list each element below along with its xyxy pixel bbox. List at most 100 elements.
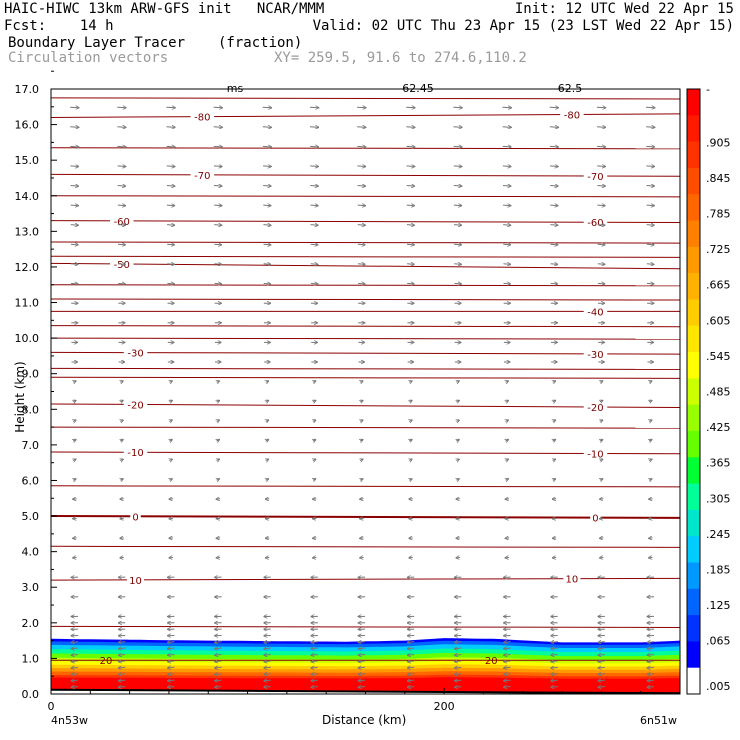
circulation-vector [166, 127, 176, 128]
circulation-vector [597, 264, 605, 265]
circulation-vector [70, 127, 79, 128]
y-tick-label: 17.0 [15, 83, 40, 96]
circulation-vector [360, 420, 363, 422]
contour-line-unlabeled-14 [51, 625, 680, 628]
circulation-vector [358, 642, 366, 643]
y-tick-label: 12.0 [15, 261, 40, 274]
circulation-vector [264, 674, 271, 675]
colorbar-label: .485 [706, 386, 731, 399]
circulation-vector [647, 674, 655, 675]
circulation-vector [406, 127, 415, 128]
colorbar-label: .905 [706, 136, 731, 149]
circulation-vector [167, 686, 175, 687]
circulation-vector [453, 107, 462, 108]
circulation-vector [551, 661, 558, 662]
circulation-vector [550, 225, 558, 226]
y-tick-label: 4.0 [22, 546, 40, 559]
circulation-vector [118, 654, 126, 655]
circulation-vector [70, 205, 79, 206]
circulation-vector [598, 667, 605, 668]
contour-line-unlabeled-9 [51, 367, 680, 370]
circulation-vector [311, 674, 318, 675]
circulation-vector [407, 283, 414, 284]
circulation-vectors [70, 107, 655, 687]
circulation-vector [456, 440, 459, 442]
circulation-vector [553, 420, 556, 422]
contour-label--30: -30 [587, 350, 603, 361]
circulation-vector [502, 127, 512, 128]
colorbar-swatch [687, 536, 700, 563]
circulation-vector [549, 146, 559, 147]
tracer-fill-layer [51, 638, 680, 694]
x-right-endpoint: 6n51w [640, 714, 677, 727]
circulation-vector [551, 680, 558, 681]
circulation-vector [506, 440, 509, 442]
circulation-vector [118, 667, 126, 668]
contour-label-bg [190, 168, 215, 181]
circulation-vector [409, 420, 412, 422]
y-tick-label: 9.0 [22, 368, 40, 381]
circulation-vector [117, 107, 126, 108]
circulation-vector [70, 264, 78, 265]
colorbar-swatch [687, 325, 700, 353]
colorbar-swatch [687, 615, 700, 642]
x-left-endpoint: 4n53w [51, 714, 88, 727]
contour-label-bg [583, 305, 608, 318]
y-tick-label: 5.0 [22, 510, 40, 523]
circulation-vector [214, 283, 222, 284]
circulation-vector [409, 459, 412, 461]
contour-label-bg [123, 398, 148, 411]
circulation-vector [263, 166, 271, 167]
circulation-vector [549, 107, 559, 108]
contour-line--70 [51, 173, 680, 177]
circulation-vector [598, 661, 605, 662]
circulation-vector [453, 166, 462, 167]
circulation-vector [73, 440, 76, 442]
circulation-vector [647, 642, 655, 643]
circulation-vector [358, 667, 366, 668]
circulation-vector [456, 459, 459, 461]
contour-label--10: -10 [587, 450, 603, 461]
colorbar-label: .425 [706, 421, 731, 434]
circulation-vector [264, 680, 271, 681]
top-clipped-labels: ms 62.45 62.5 [227, 82, 582, 95]
circulation-vector [647, 654, 655, 655]
circulation-vector [407, 686, 415, 687]
circulation-vector [169, 440, 172, 442]
circulation-vector [454, 648, 462, 649]
circulation-vector [597, 244, 605, 245]
circulation-vector [553, 459, 556, 461]
contour-line-0 [51, 515, 680, 519]
contour-line-10 [51, 577, 680, 581]
vector-name: Circulation vectors [8, 50, 169, 66]
colorbar-swatch [687, 509, 700, 537]
header-line2-right: Valid: 02 UTC Thu 23 Apr 15 (23 LST Wed … [312, 18, 734, 34]
y-tick-label: 3.0 [22, 581, 40, 594]
circulation-vector [215, 642, 222, 643]
circulation-vector [597, 205, 605, 206]
circulation-vector [310, 264, 318, 265]
circulation-vector [313, 381, 316, 383]
contour-label--60: -60 [114, 217, 130, 228]
circulation-vector [70, 166, 78, 167]
circulation-vector [407, 642, 415, 643]
circulation-vector [166, 205, 175, 206]
circulation-vector [217, 400, 220, 402]
circulation-vector [120, 420, 123, 422]
circulation-vector [357, 244, 365, 245]
circulation-vector [456, 381, 459, 383]
contour-line--80 [51, 113, 680, 118]
x-axis-title: Distance (km) [322, 713, 407, 727]
circulation-vector [597, 146, 606, 147]
circulation-vector [598, 686, 605, 687]
circulation-vector [313, 479, 316, 481]
x-tick-label: 200 [434, 700, 455, 713]
colorbar-swatch [687, 115, 700, 143]
circulation-vector [70, 244, 78, 245]
contour-line--30 [51, 351, 680, 355]
circulation-vector [503, 225, 511, 226]
circulation-vector [263, 205, 271, 206]
circulation-vector [502, 146, 512, 147]
circulation-vector [409, 479, 412, 481]
